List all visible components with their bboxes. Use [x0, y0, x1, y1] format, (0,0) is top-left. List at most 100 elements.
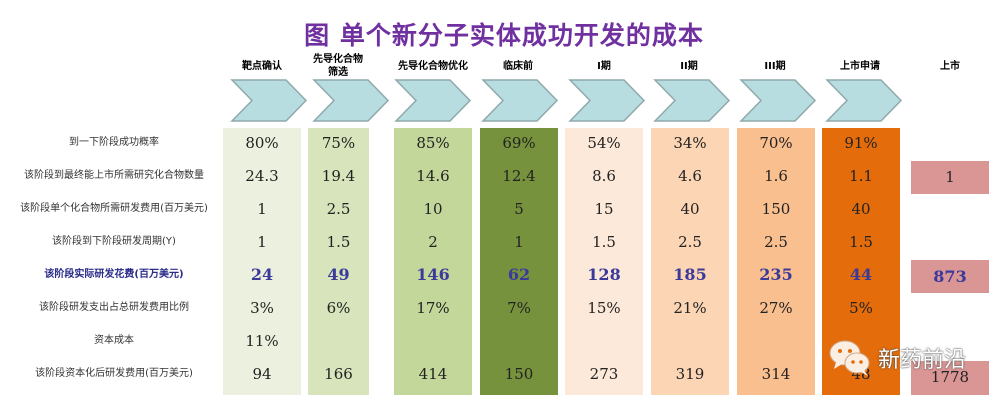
- table-cell: [565, 329, 643, 353]
- chart-title: 图 单个新分子实体成功开发的成本: [304, 21, 704, 50]
- table-cell: 17%: [416, 299, 450, 317]
- table-cell: 273: [589, 365, 619, 383]
- stage-column: 75% 19.4 2.5 1.5 49 6% 166: [308, 128, 369, 395]
- stage-label-target: 靶点确认: [242, 61, 282, 72]
- table-cell: 319: [675, 365, 705, 383]
- table-cell: 150: [761, 200, 791, 218]
- table-cell: 80%: [245, 134, 279, 152]
- table-cell: 10: [423, 200, 443, 218]
- table-cell: 146: [416, 265, 450, 284]
- row-label-capital-cost: 资本成本: [94, 335, 134, 346]
- stage-label-phase3: III期: [764, 61, 786, 72]
- row-label-capitalized-cost: 该阶段资本化后研发费用(百万美元): [35, 368, 193, 379]
- table-cell: 6%: [326, 299, 351, 317]
- table-cell: 91%: [844, 134, 878, 152]
- table-cell: 94: [252, 365, 272, 383]
- watermark: 新药前沿: [828, 338, 966, 378]
- table-cell: 15%: [587, 299, 621, 317]
- table-cell: 1.5: [326, 233, 351, 251]
- row-label-actual-cost: 该阶段实际研发花费(百万美元): [44, 269, 184, 280]
- row-label-cost-share: 该阶段研发支出占总研发费用比例: [39, 302, 189, 313]
- table-cell: [394, 329, 472, 353]
- chevron-arrow-icon: [481, 79, 559, 122]
- table-cell: 49: [327, 265, 350, 284]
- table-cell: 2.5: [326, 200, 351, 218]
- table-cell: [737, 329, 815, 353]
- table-cell: [308, 329, 369, 353]
- wechat-icon: [829, 340, 870, 376]
- table-cell: 1.1: [849, 167, 873, 185]
- table-cell: 1: [514, 233, 524, 251]
- chevron-arrow-icon: [568, 79, 646, 122]
- table-cell: 70%: [759, 134, 793, 152]
- chevron-arrow-icon: [394, 79, 472, 122]
- table-cell: 85%: [416, 134, 450, 152]
- table-cell: 128: [587, 265, 621, 284]
- row-label-duration: 该阶段到下阶段研发周期(Y): [52, 236, 176, 247]
- table-cell: 4.6: [678, 167, 702, 185]
- table-cell: 150: [504, 365, 534, 383]
- stage-column: 69% 12.4 5 1 62 7% 150: [480, 128, 558, 395]
- table-cell: 12.4: [502, 167, 536, 185]
- table-cell: [480, 329, 558, 353]
- stage-column: 54% 8.6 15 1.5 128 15% 273: [565, 128, 643, 395]
- stage-label-phase1: I期: [597, 61, 611, 72]
- table-cell: 24.3: [245, 167, 279, 185]
- table-cell: 235: [759, 265, 793, 284]
- table-cell: [651, 329, 729, 353]
- table-cell: 3%: [250, 299, 274, 317]
- table-cell: 69%: [502, 134, 536, 152]
- table-cell: 1: [257, 233, 267, 251]
- stage-column: 34% 4.6 40 2.5 185 21% 319: [651, 128, 729, 395]
- stage-label-phase2: II期: [680, 61, 698, 72]
- stage-column: 70% 1.6 150 2.5 235 27% 314: [737, 128, 815, 395]
- chevron-arrow-icon: [230, 79, 308, 122]
- table-cell: 2.5: [764, 233, 788, 251]
- table-cell: 24: [250, 265, 274, 284]
- row-label-compound-count: 该阶段到最终能上市所需研究化合物数量: [24, 170, 204, 181]
- chevron-arrow-icon: [825, 79, 903, 122]
- table-cell: 19.4: [321, 167, 356, 185]
- table-cell: 11%: [245, 332, 279, 350]
- table-cell: 15: [594, 200, 614, 218]
- table-cell: 14.6: [416, 167, 450, 185]
- table-cell: 21%: [673, 299, 707, 317]
- table-cell: 5: [514, 200, 524, 218]
- market-capitalized-cost-cell: 1778: [911, 361, 989, 395]
- table-cell: 7%: [507, 299, 531, 317]
- market-actual-cost-cell: 873: [911, 260, 989, 293]
- table-cell: 75%: [321, 134, 356, 152]
- row-label-unit-cost: 该阶段单个化合物所需研发费用(百万美元): [20, 203, 208, 214]
- stage-label-nda: 上市申请: [840, 61, 880, 72]
- table-cell: 185: [673, 265, 707, 284]
- stage-label-market: 上市: [940, 61, 960, 72]
- table-cell: 8.6: [592, 167, 616, 185]
- table-cell: 1: [257, 200, 267, 218]
- table-cell: 2: [428, 233, 438, 251]
- table-cell: 414: [418, 365, 448, 383]
- table-cell: 27%: [759, 299, 793, 317]
- stage-label-preclinical: 临床前: [503, 61, 533, 72]
- stage-column: 85% 14.6 10 2 146 17% 414: [394, 128, 472, 395]
- stage-label-lead-opt: 先导化合物优化: [398, 61, 468, 72]
- table-cell: 2.5: [678, 233, 702, 251]
- row-label-success-rate: 到一下阶段成功概率: [69, 137, 159, 148]
- table-cell: 1.5: [849, 233, 873, 251]
- watermark-text: 新药前沿: [878, 348, 967, 373]
- stage-label-lead-screen: 先导化合物 筛选: [313, 54, 363, 78]
- table-cell: 1.5: [592, 233, 616, 251]
- table-cell: 5%: [849, 299, 873, 317]
- table-cell: 62: [507, 265, 531, 284]
- table-cell: 40: [680, 200, 700, 218]
- table-cell: 166: [324, 365, 353, 383]
- table-cell: 44: [849, 265, 873, 284]
- chevron-arrow-icon: [739, 79, 817, 122]
- table-cell: 1.6: [764, 167, 788, 185]
- table-cell: 34%: [673, 134, 707, 152]
- chevron-arrow-icon: [653, 79, 731, 122]
- stage-column: 80% 24.3 1 1 24 3% 11% 94: [223, 128, 301, 395]
- table-cell: 314: [761, 365, 791, 383]
- table-cell: 40: [851, 200, 871, 218]
- chevron-arrow-icon: [312, 79, 390, 122]
- table-cell: 54%: [587, 134, 621, 152]
